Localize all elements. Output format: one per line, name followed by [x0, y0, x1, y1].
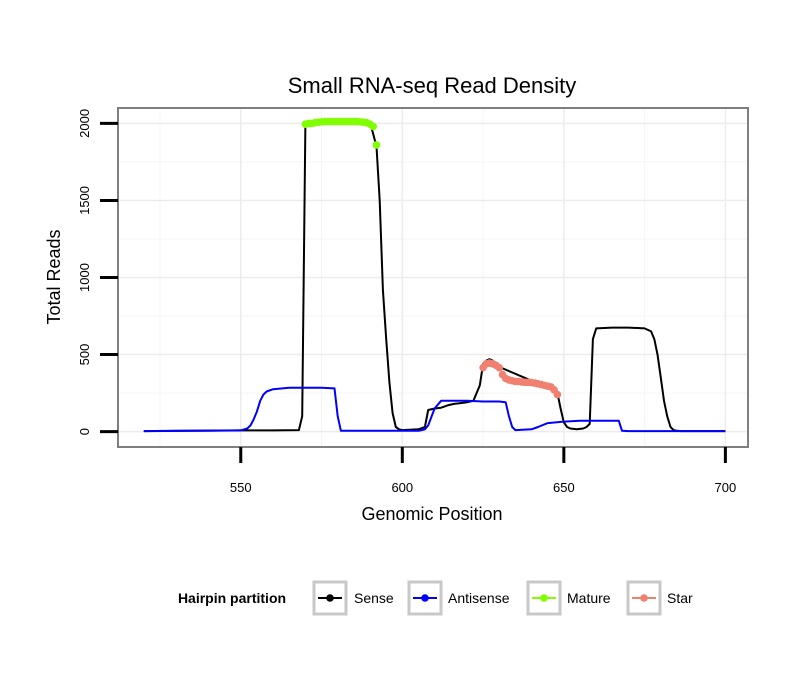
legend-label-mature: Mature [567, 590, 611, 606]
legend-label-sense: Sense [354, 590, 394, 606]
y-axis-title: Total Reads [44, 229, 64, 324]
legend-title: Hairpin partition [178, 590, 286, 606]
x-axis-title: Genomic Position [361, 504, 502, 524]
y-tick-label: 2000 [77, 109, 92, 138]
y-tick-label: 500 [77, 344, 92, 366]
x-tick-label: 600 [391, 480, 413, 495]
chart-title: Small RNA-seq Read Density [288, 73, 577, 98]
legend-key-point [421, 594, 429, 602]
data-point-star [553, 390, 562, 399]
x-tick-label: 550 [230, 480, 252, 495]
y-tick-label: 1500 [77, 186, 92, 215]
y-tick-label: 0 [77, 428, 92, 435]
legend-label-antisense: Antisense [448, 590, 510, 606]
data-point-star [495, 363, 504, 372]
legend-key-point [540, 594, 548, 602]
data-point-mature [372, 141, 381, 149]
legend-key-point [640, 594, 648, 602]
x-tick-label: 650 [553, 480, 575, 495]
legend-label-star: Star [667, 590, 693, 606]
y-tick-label: 1000 [77, 263, 92, 292]
legend-key-point [326, 594, 334, 602]
series-line-antisense [143, 386, 726, 433]
x-tick-label: 700 [715, 480, 737, 495]
legend: Hairpin partition Sense Antisense Mature Sta… [178, 580, 693, 616]
data-point-mature [369, 122, 378, 131]
